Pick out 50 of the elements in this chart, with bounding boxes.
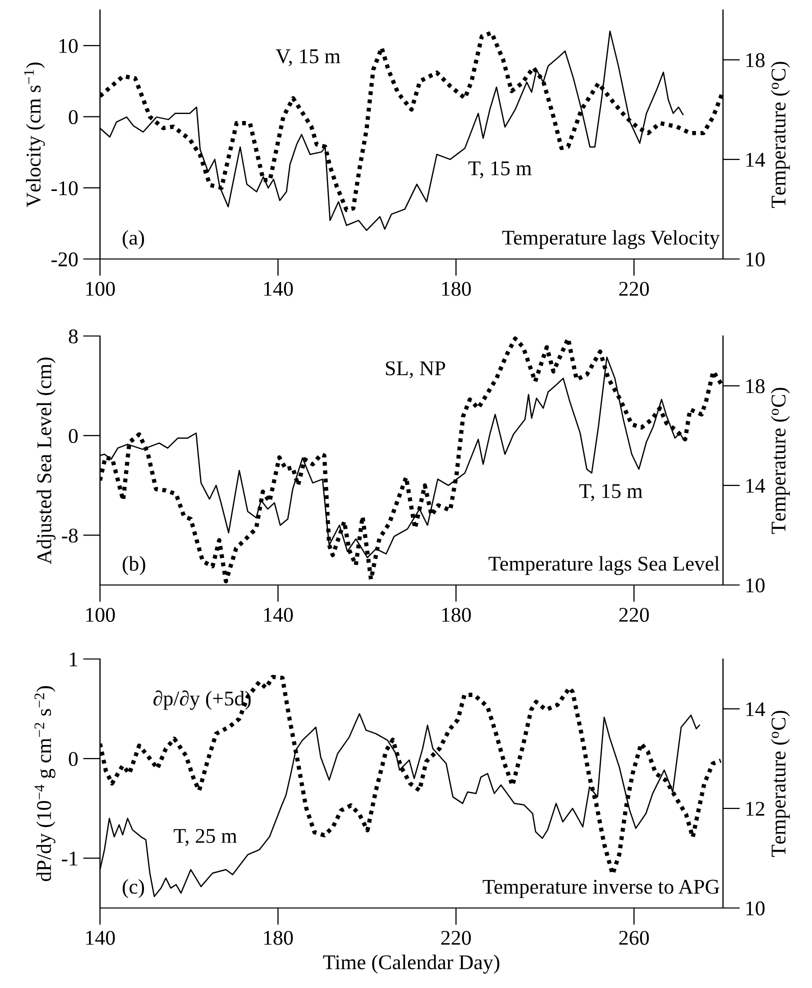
annotation: ∂p/∂y (+5d): [153, 690, 251, 710]
y-tick-label: -10: [51, 181, 78, 196]
y2-tick-label: 10: [746, 901, 765, 916]
y2-axis-title: Temperature ($^{o}$C): [770, 388, 790, 534]
annotation: T, 15 m: [579, 484, 642, 502]
y-tick-label: -1: [62, 852, 78, 866]
y-axis-title: dP/dy (10$^{−4}$ g cm$^{−2}$ s$^{−2}$): [34, 686, 56, 882]
y-axis-title: Velocity (cm s$^{−1}$): [24, 62, 45, 208]
annotation: T, 15 m: [468, 161, 532, 178]
annotation: Temperature inverse to APG: [482, 880, 720, 898]
y-tick-label: 0: [68, 110, 78, 124]
x-tick-label: 140: [264, 282, 293, 296]
y-tick-label: -20: [51, 252, 78, 266]
x-tick-label: 220: [619, 608, 649, 622]
annotation: (b): [122, 556, 146, 576]
x-tick-label: 180: [264, 930, 293, 945]
x-tick-label: 100: [86, 608, 115, 622]
y2-tick-label: 14: [746, 152, 766, 167]
y-tick-label: 8: [68, 329, 78, 344]
y2-tick-label: 14: [746, 702, 766, 716]
y2-tick-label: 12: [746, 802, 764, 816]
annotation: SL, NP: [386, 361, 446, 378]
x-tick-label: 100: [86, 282, 115, 296]
x-tick-label: 180: [442, 608, 471, 622]
y-tick-label: -8: [62, 528, 78, 543]
y2-tick-label: 18: [746, 379, 765, 394]
x-tick-label: 260: [619, 930, 649, 945]
y-axis-title: Adjusted Sea Level (cm): [36, 358, 56, 564]
annotation: Temperature lags Velocity: [502, 230, 720, 250]
y-tick-label: 10: [59, 38, 78, 54]
y2-tick-label: 14: [746, 478, 766, 493]
y2-tick-label: 10: [746, 578, 765, 592]
annotation: Temperature lags Sea Level: [488, 556, 720, 576]
y2-axis-title: Temperature ($^{o}$C): [770, 710, 790, 857]
y2-tick-label: 10: [746, 252, 765, 266]
x-tick-label: 220: [619, 282, 649, 296]
y-tick-label: 0: [68, 752, 78, 766]
annotation: (c): [122, 879, 144, 898]
annotation: (a): [122, 230, 144, 250]
y2-axis-title: Temperature ($^{o}$C): [770, 62, 790, 208]
annotation: V, 15 m: [276, 49, 340, 66]
x-tick-label: 140: [264, 608, 293, 622]
y-tick-label: 1: [70, 652, 78, 666]
x-axis-title: Time (Calendar Day): [323, 954, 500, 974]
x-tick-label: 140: [86, 930, 115, 945]
y2-tick-label: 18: [746, 53, 765, 68]
annotation: T, 25 m: [174, 828, 237, 846]
y-tick-label: 0: [68, 428, 78, 444]
x-tick-label: 220: [441, 930, 471, 945]
x-tick-label: 180: [442, 282, 471, 296]
